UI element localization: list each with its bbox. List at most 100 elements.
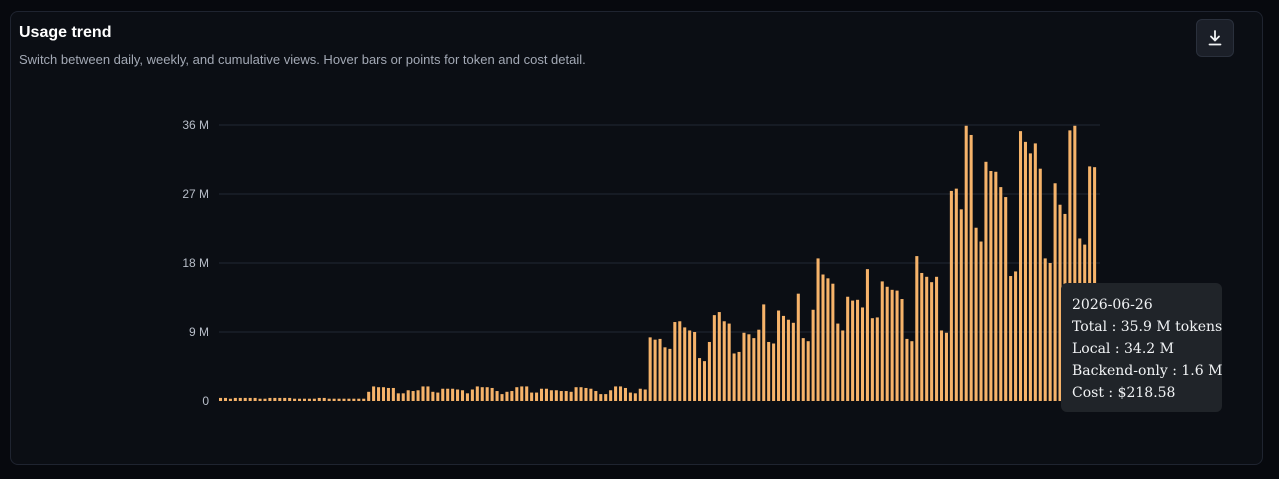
bar[interactable]	[979, 241, 983, 401]
bar[interactable]	[920, 272, 924, 401]
bar[interactable]	[683, 327, 687, 401]
bar[interactable]	[1073, 125, 1077, 402]
bar[interactable]	[905, 338, 909, 401]
bar[interactable]	[856, 299, 860, 401]
bar[interactable]	[1023, 141, 1027, 401]
bar[interactable]	[352, 398, 356, 401]
bar[interactable]	[253, 397, 257, 401]
bar[interactable]	[910, 341, 914, 401]
bar[interactable]	[347, 398, 351, 401]
bar[interactable]	[302, 398, 307, 401]
bar[interactable]	[475, 386, 479, 401]
bar[interactable]	[841, 330, 845, 401]
bar[interactable]	[1018, 131, 1023, 401]
bar[interactable]	[406, 390, 410, 401]
bar[interactable]	[238, 397, 242, 401]
bar[interactable]	[535, 392, 539, 401]
bar[interactable]	[515, 387, 519, 401]
bar[interactable]	[505, 391, 509, 401]
bar[interactable]	[1048, 263, 1052, 401]
bar[interactable]	[811, 309, 815, 401]
bar[interactable]	[801, 338, 805, 401]
bar[interactable]	[722, 321, 726, 401]
bar[interactable]	[732, 353, 736, 401]
bar[interactable]	[421, 386, 425, 401]
bar[interactable]	[974, 227, 978, 401]
bar[interactable]	[1009, 276, 1013, 401]
bar[interactable]	[288, 397, 292, 401]
bar[interactable]	[549, 390, 553, 401]
bar[interactable]	[885, 286, 889, 401]
bar[interactable]	[401, 393, 405, 401]
bar[interactable]	[816, 258, 820, 401]
bar[interactable]	[268, 397, 272, 401]
bar[interactable]	[1033, 143, 1037, 401]
bar[interactable]	[688, 330, 692, 401]
bar[interactable]	[826, 278, 830, 401]
bar[interactable]	[895, 290, 899, 401]
bar[interactable]	[223, 397, 227, 401]
bar[interactable]	[777, 310, 781, 401]
bar[interactable]	[273, 397, 277, 401]
bar[interactable]	[939, 330, 944, 401]
bar[interactable]	[357, 398, 361, 401]
bar[interactable]	[781, 315, 786, 401]
bar[interactable]	[298, 398, 302, 401]
bar[interactable]	[312, 398, 316, 401]
bar[interactable]	[925, 276, 929, 401]
bar[interactable]	[1058, 204, 1062, 401]
bar[interactable]	[1068, 130, 1072, 401]
bar[interactable]	[609, 390, 613, 401]
bar[interactable]	[890, 289, 894, 401]
bar[interactable]	[283, 397, 287, 401]
bar[interactable]	[698, 358, 702, 401]
bar[interactable]	[554, 390, 558, 401]
bar[interactable]	[989, 171, 993, 401]
bar[interactable]	[658, 338, 662, 401]
bar[interactable]	[1028, 153, 1032, 401]
bar[interactable]	[638, 388, 642, 401]
bar[interactable]	[495, 391, 499, 401]
bar[interactable]	[821, 274, 825, 402]
bar[interactable]	[293, 398, 297, 401]
bar[interactable]	[796, 293, 800, 401]
bar[interactable]	[860, 307, 865, 401]
bar[interactable]	[317, 397, 321, 401]
bar[interactable]	[880, 281, 884, 401]
bar[interactable]	[559, 391, 563, 401]
bar[interactable]	[500, 394, 504, 401]
bar[interactable]	[381, 387, 386, 401]
bar[interactable]	[386, 387, 390, 401]
bar[interactable]	[520, 386, 524, 401]
bar[interactable]	[944, 332, 948, 401]
bar[interactable]	[465, 393, 469, 401]
bar[interactable]	[678, 321, 682, 401]
bar[interactable]	[263, 398, 267, 401]
bar[interactable]	[470, 389, 474, 402]
bar[interactable]	[935, 276, 939, 401]
bar[interactable]	[426, 386, 430, 401]
bar[interactable]	[219, 397, 223, 401]
bar[interactable]	[1053, 183, 1057, 401]
bar[interactable]	[959, 209, 963, 401]
bar[interactable]	[278, 397, 282, 401]
bar[interactable]	[456, 389, 460, 402]
bar[interactable]	[954, 188, 958, 401]
bar[interactable]	[599, 394, 603, 401]
bar[interactable]	[228, 398, 232, 401]
bar[interactable]	[451, 388, 455, 401]
bar[interactable]	[628, 392, 632, 401]
bar[interactable]	[604, 394, 608, 401]
bar[interactable]	[742, 332, 746, 401]
bar[interactable]	[851, 300, 855, 401]
bar[interactable]	[994, 171, 998, 401]
bar[interactable]	[727, 323, 731, 401]
bar[interactable]	[707, 341, 711, 401]
bar[interactable]	[747, 334, 751, 401]
bar[interactable]	[1038, 168, 1042, 401]
bar[interactable]	[337, 398, 341, 401]
bar[interactable]	[648, 337, 652, 401]
bar[interactable]	[391, 387, 395, 401]
bar[interactable]	[618, 386, 623, 401]
bar[interactable]	[712, 315, 716, 401]
